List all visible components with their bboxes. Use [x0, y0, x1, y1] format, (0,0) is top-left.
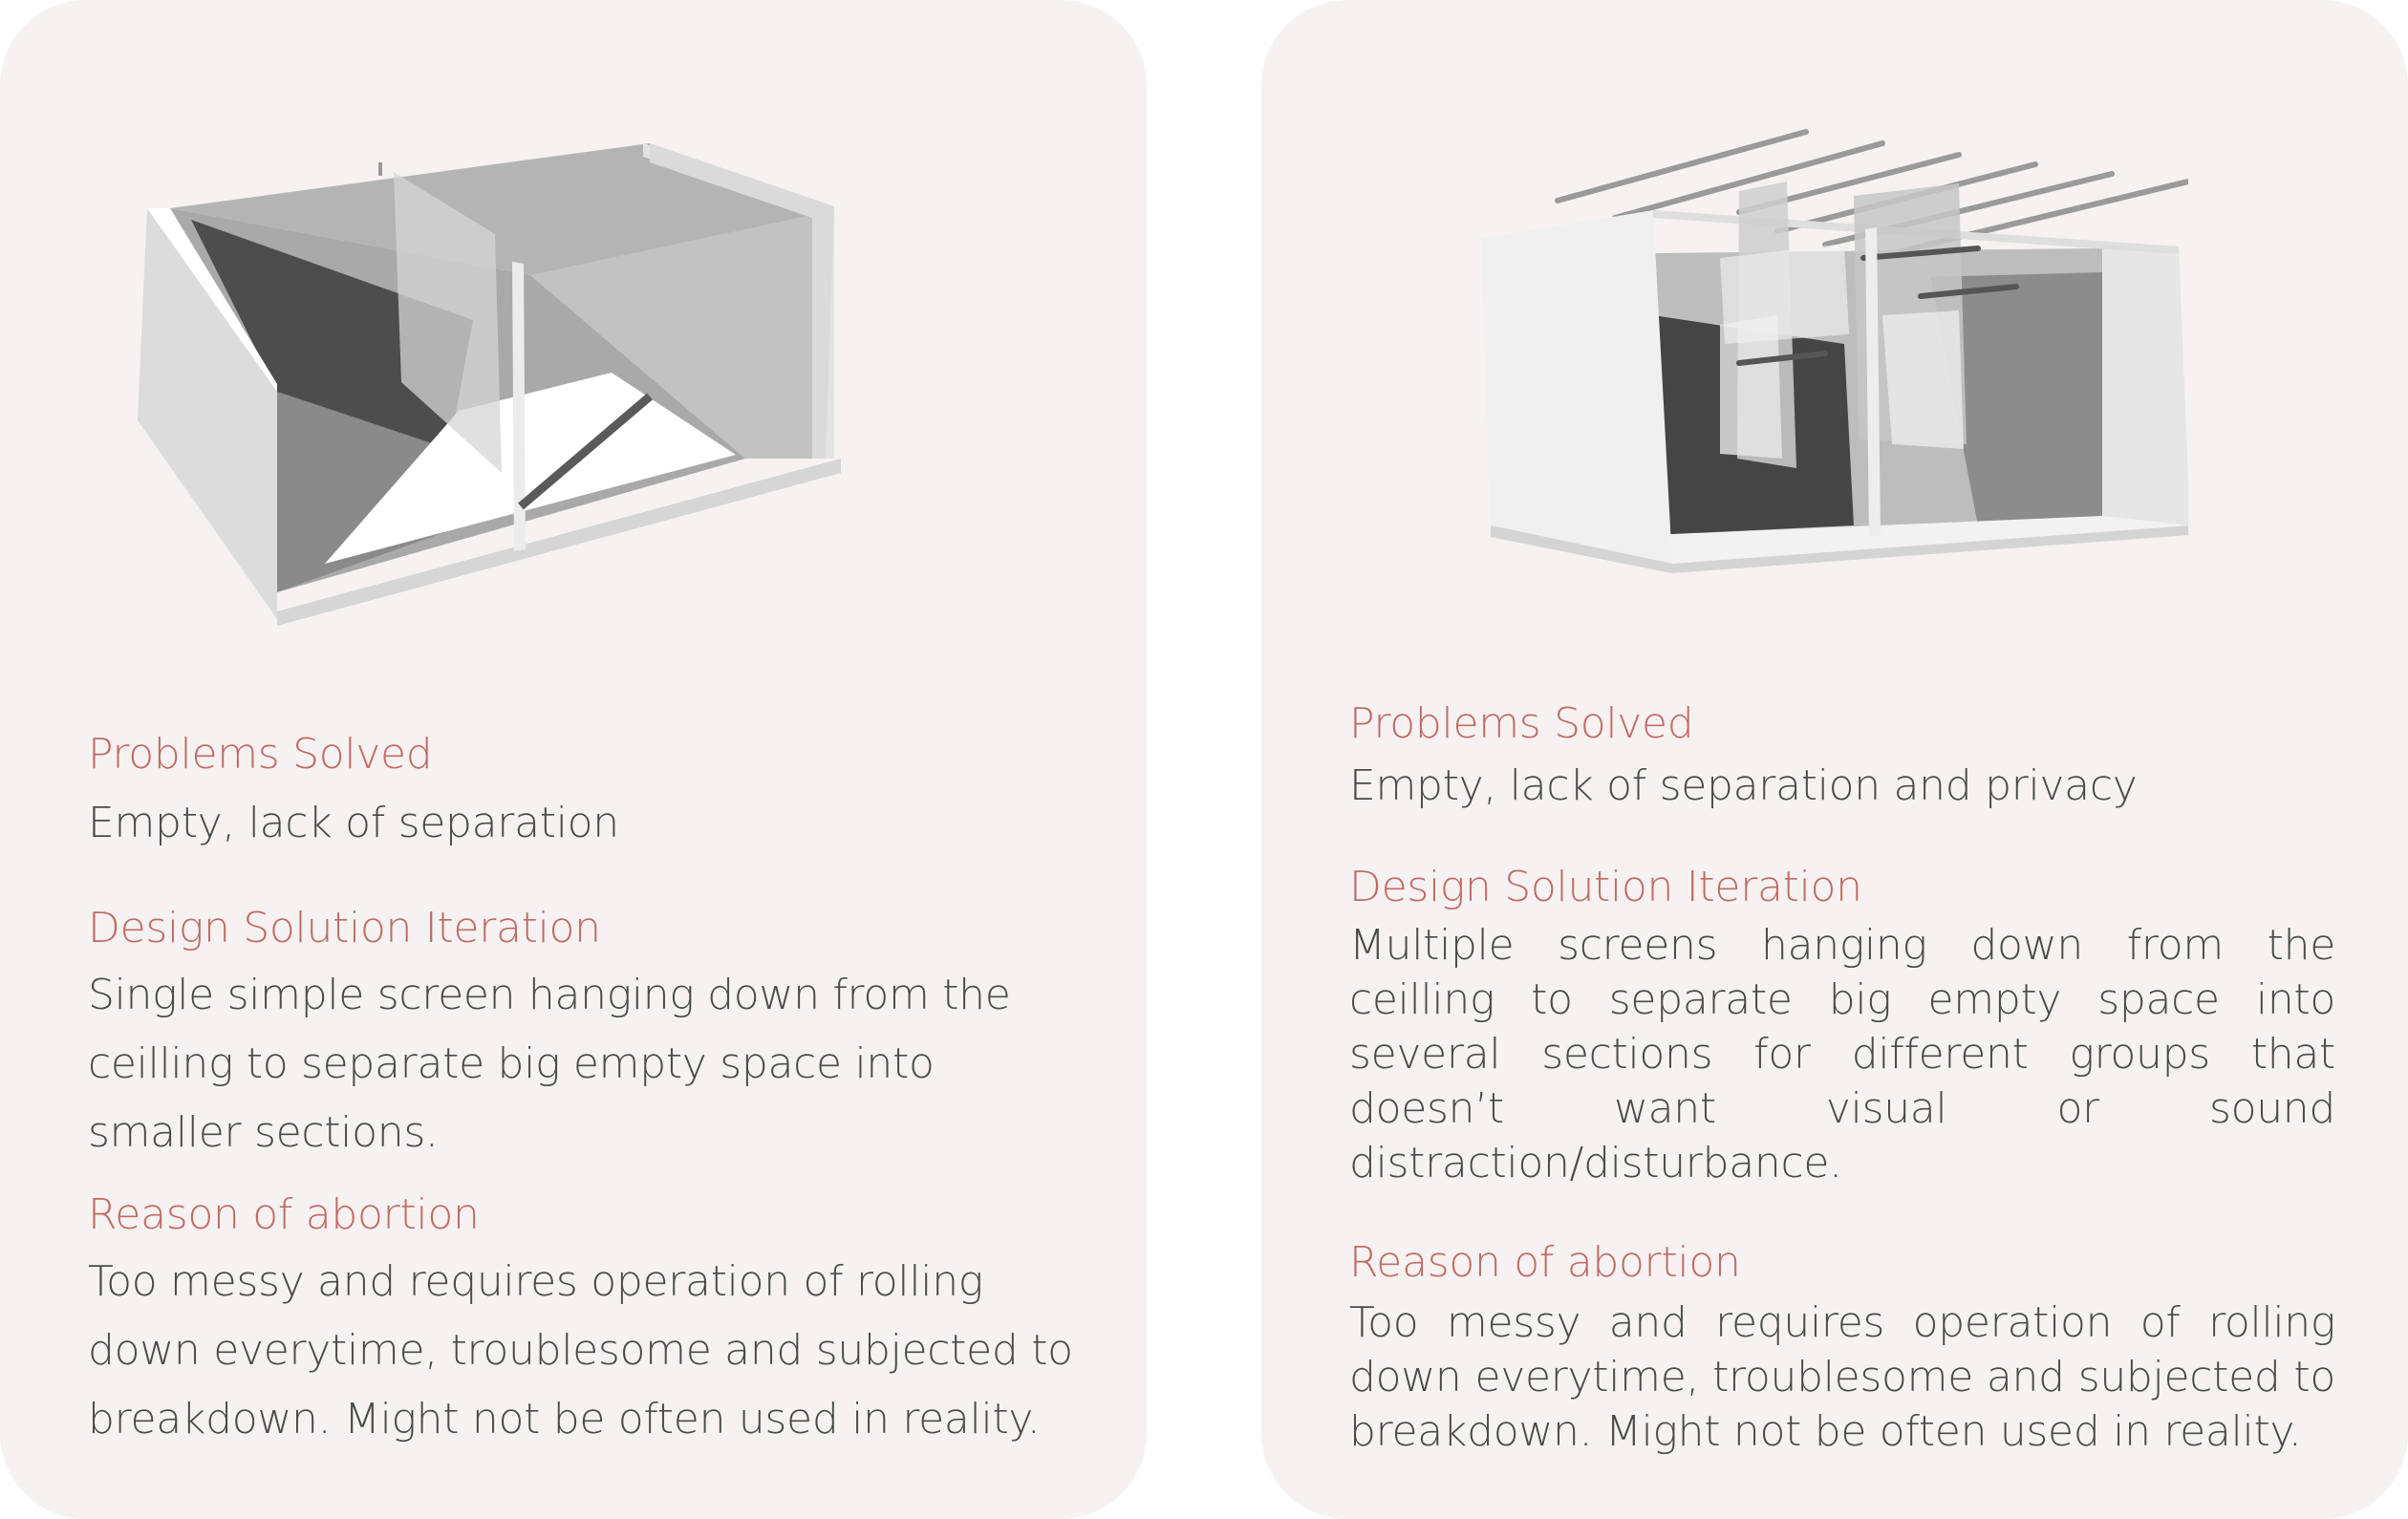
room-left-wall: [138, 208, 277, 619]
problems-section: Problems Solved Empty, lack of separatio…: [88, 728, 1082, 858]
problems-heading: Problems Solved: [88, 730, 433, 779]
divider-post: [512, 262, 526, 551]
divider-post: [1865, 227, 1881, 537]
reason-heading: Reason of abortion: [88, 1190, 480, 1239]
room-back-shadow-right: [1930, 272, 2102, 525]
design-heading: Design Solution Iteration: [88, 904, 601, 952]
hanging-screen-4: [1882, 310, 1964, 449]
design-section: Design Solution Iteration Multiple scree…: [1349, 861, 2335, 1190]
card-text-left: Problems Solved Empty, lack of separatio…: [88, 728, 1082, 1454]
room-shadow-dark: [191, 220, 473, 449]
reason-section: Reason of abortion Too messy and require…: [88, 1188, 1082, 1454]
post-shadow: [518, 393, 653, 510]
design-section: Design Solution Iteration Single simple …: [88, 902, 1082, 1167]
inner-rods: [1736, 246, 2019, 366]
hanging-screen: [394, 172, 502, 473]
design-text: Single simple screen hanging down from t…: [88, 971, 1011, 1157]
hanging-screen-3: [1720, 315, 1782, 459]
iteration-card-multiple-screens: Problems Solved Empty, lack of separatio…: [1261, 0, 2408, 1519]
card-text-right: Problems Solved Empty, lack of separatio…: [1349, 697, 2335, 1459]
problems-section: Problems Solved Empty, lack of separatio…: [1349, 697, 2335, 813]
room-back-wall-right: [530, 203, 834, 459]
reason-heading: Reason of abortion: [1349, 1238, 1741, 1287]
room-left-wall: [1481, 210, 1672, 564]
design-text: Multiple screens hanging down from the c…: [1349, 921, 2335, 1187]
room-bottom-edge: [277, 459, 841, 626]
hanging-screen-5: [1720, 244, 1849, 344]
room-floor: [1653, 516, 2188, 564]
room-far-wall: [170, 143, 834, 275]
room-left-wall-top: [147, 208, 277, 392]
multiple-screens-room-illustration: [1481, 129, 2188, 573]
iteration-card-single-screen: Problems Solved Empty, lack of separatio…: [0, 0, 1147, 1519]
reason-section: Reason of abortion Too messy and require…: [1349, 1236, 2335, 1459]
problems-text: Empty, lack of separation: [88, 799, 619, 847]
problems-heading: Problems Solved: [1349, 699, 1694, 748]
reason-text: Too messy and requires operation of roll…: [1349, 1298, 2335, 1456]
room-floor-lit: [325, 373, 736, 564]
reason-text: Too messy and requires operation of roll…: [88, 1257, 1073, 1444]
design-heading: Design Solution Iteration: [1349, 863, 1862, 911]
room-shadow-mid: [277, 392, 463, 592]
single-screen-room-illustration: [138, 143, 841, 626]
room-right-wall-face: [650, 143, 834, 459]
problems-text: Empty, lack of separation and privacy: [1349, 761, 2138, 810]
room-right-wall: [2102, 246, 2188, 525]
